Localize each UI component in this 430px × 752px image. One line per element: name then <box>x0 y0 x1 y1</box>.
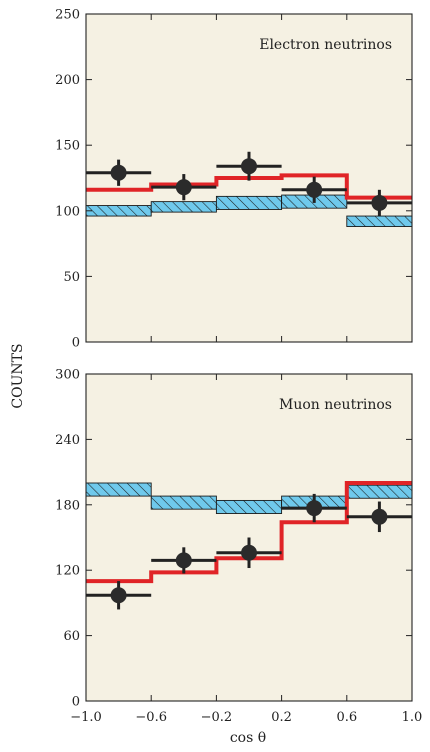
y-tick-label: 0 <box>72 336 80 351</box>
electron-panel: 0 50 100 150 200 250 Electron neutrinos <box>55 8 413 351</box>
data-point <box>175 552 192 569</box>
y-tick-label: 200 <box>55 73 80 88</box>
data-point <box>110 587 127 604</box>
prediction-band-bin <box>215 195 283 210</box>
prediction-band-bin <box>150 201 217 213</box>
y-tick-label: 150 <box>55 139 80 154</box>
data-point <box>306 181 323 198</box>
x-tick-label: −0.6 <box>135 710 167 725</box>
data-point <box>241 544 257 561</box>
data-point <box>175 179 192 196</box>
y-tick-label: 240 <box>55 433 80 448</box>
y-tick-label: 180 <box>55 498 80 513</box>
prediction-band-bin <box>215 499 283 514</box>
x-tick-label: 0.6 <box>336 710 357 725</box>
y-tick-label: 0 <box>72 695 80 710</box>
data-point <box>110 164 127 181</box>
x-tick-label: −1.0 <box>70 710 102 725</box>
prediction-band-bin <box>150 495 217 510</box>
prediction-band-bin <box>85 482 152 497</box>
x-tick-label: 0.2 <box>271 710 292 725</box>
plot-frame <box>85 13 413 343</box>
muon-panel: 0 60 120 180 240 300 −1.0 −0.6 −0.2 0.2 0.6 1.0 Muon… <box>55 368 422 726</box>
prediction-band-bin <box>85 205 152 217</box>
y-tick-label: 250 <box>55 8 80 23</box>
data-point <box>371 194 388 211</box>
data-point <box>241 158 257 175</box>
x-axis-label: cos θ <box>230 730 266 746</box>
data-point <box>306 500 323 517</box>
y-tick-label: 300 <box>55 368 80 383</box>
y-tick-label: 120 <box>55 564 80 579</box>
panel-title: Muon neutrinos <box>279 397 392 413</box>
x-tick-label: −0.2 <box>201 710 233 725</box>
prediction-band-bin <box>346 215 413 227</box>
y-tick-label: 100 <box>55 204 80 219</box>
x-tick-label: 1.0 <box>402 710 423 725</box>
y-tick-label: 60 <box>63 629 80 644</box>
y-axis-label: COUNTS <box>10 343 26 408</box>
data-point <box>371 508 388 525</box>
plot-frame <box>85 373 413 702</box>
panel-title: Electron neutrinos <box>259 37 392 53</box>
prediction-band-bin <box>346 484 413 499</box>
y-tick-label: 50 <box>63 270 80 285</box>
